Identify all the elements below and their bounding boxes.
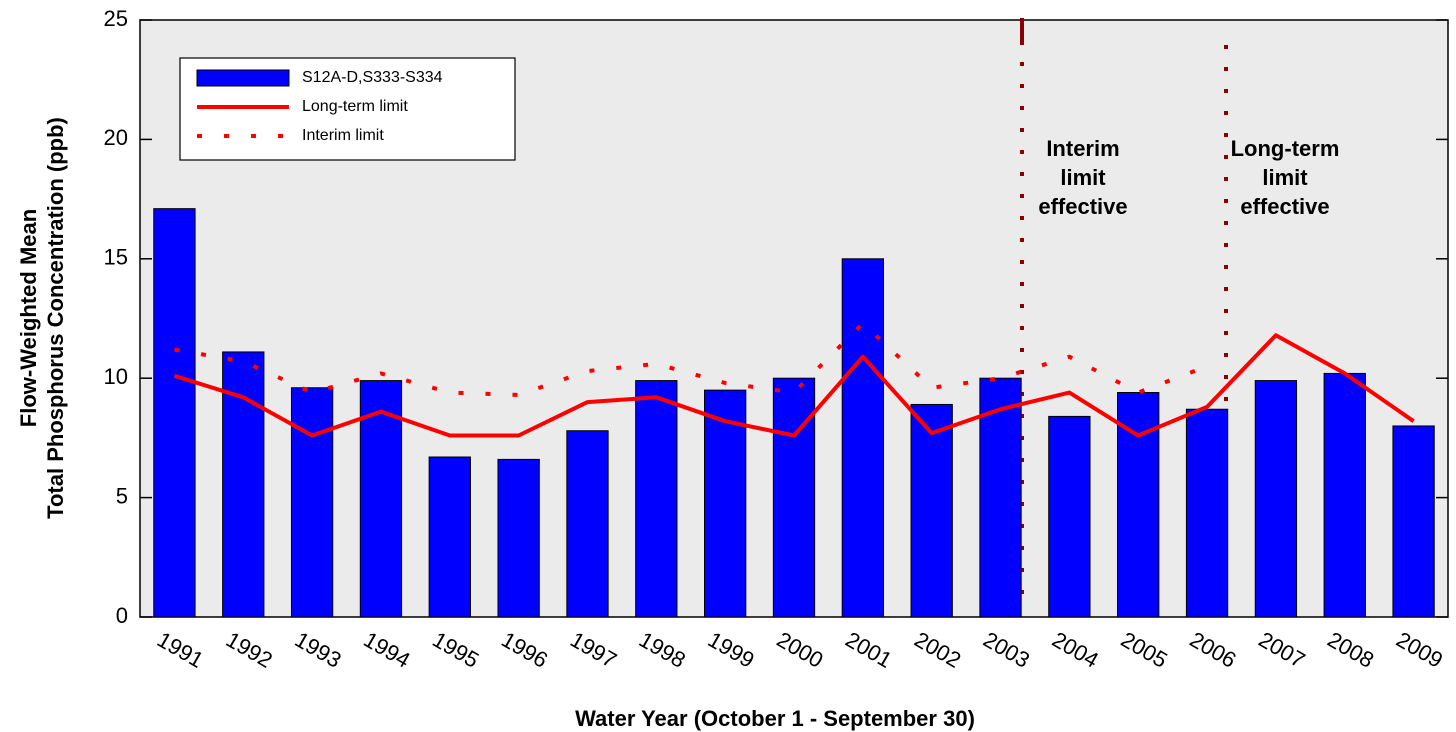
x-tick-label: 1994 xyxy=(360,627,415,673)
x-tick-label: 2003 xyxy=(979,627,1034,673)
bar xyxy=(497,458,540,618)
y-tick-label: 5 xyxy=(116,483,128,508)
bar xyxy=(1254,380,1298,618)
x-tick-label: 2005 xyxy=(1117,627,1172,673)
bar xyxy=(841,258,884,618)
bar xyxy=(1323,372,1366,618)
x-tick-label: 2006 xyxy=(1186,627,1241,673)
bar xyxy=(635,380,678,618)
bar xyxy=(428,456,471,618)
x-tick-label: 2000 xyxy=(773,627,828,673)
y-axis-title: Total Phosphorus Concentration (ppb) xyxy=(43,117,68,519)
bar xyxy=(1392,425,1435,618)
bar xyxy=(359,380,403,618)
x-tick-label: 2001 xyxy=(841,627,896,673)
y-tick-label: 0 xyxy=(116,603,128,628)
legend-swatch xyxy=(196,69,290,87)
x-tick-label: 2007 xyxy=(1254,627,1309,673)
annotation: limit xyxy=(1262,165,1308,190)
legend-label: S12A-D,S333-S334 xyxy=(302,69,443,86)
bar xyxy=(704,389,747,618)
y-tick-label: 15 xyxy=(104,245,128,270)
bar xyxy=(772,377,816,618)
legend-label: Interim limit xyxy=(302,127,384,144)
x-tick-label: 1997 xyxy=(566,627,621,673)
annotation: Interim xyxy=(1046,136,1119,161)
x-tick-label: 2002 xyxy=(910,627,965,673)
x-tick-label: 1993 xyxy=(291,627,346,673)
x-tick-label: 2004 xyxy=(1048,627,1103,673)
y-tick-label: 10 xyxy=(104,364,128,389)
x-tick-label: 1999 xyxy=(704,627,759,673)
bar xyxy=(1048,415,1091,618)
y-tick-label: 20 xyxy=(104,125,128,150)
bar xyxy=(979,377,1022,618)
bar xyxy=(566,430,609,618)
y-axis-title: Flow-Weighted Mean xyxy=(16,209,41,427)
x-tick-label: 1995 xyxy=(428,627,483,673)
x-tick-label: 1998 xyxy=(635,627,690,673)
x-tick-label: 1991 xyxy=(153,627,208,673)
annotation: effective xyxy=(1038,194,1127,219)
bar xyxy=(910,403,953,618)
bar xyxy=(1185,408,1229,618)
x-tick-label: 1996 xyxy=(497,627,552,673)
x-axis-title: Water Year (October 1 - September 30) xyxy=(575,706,975,731)
y-tick-label: 25 xyxy=(104,6,128,31)
x-tick-label: 2008 xyxy=(1323,627,1378,673)
annotation: Long-term xyxy=(1231,136,1340,161)
x-tick-label: 2009 xyxy=(1392,627,1447,673)
x-tick-label: 1992 xyxy=(222,627,277,673)
limit-line xyxy=(173,333,1415,438)
annotation: limit xyxy=(1060,165,1106,190)
legend-label: Long-term limit xyxy=(302,98,408,115)
bar xyxy=(290,387,334,618)
bar xyxy=(153,208,196,618)
annotation: effective xyxy=(1240,194,1329,219)
